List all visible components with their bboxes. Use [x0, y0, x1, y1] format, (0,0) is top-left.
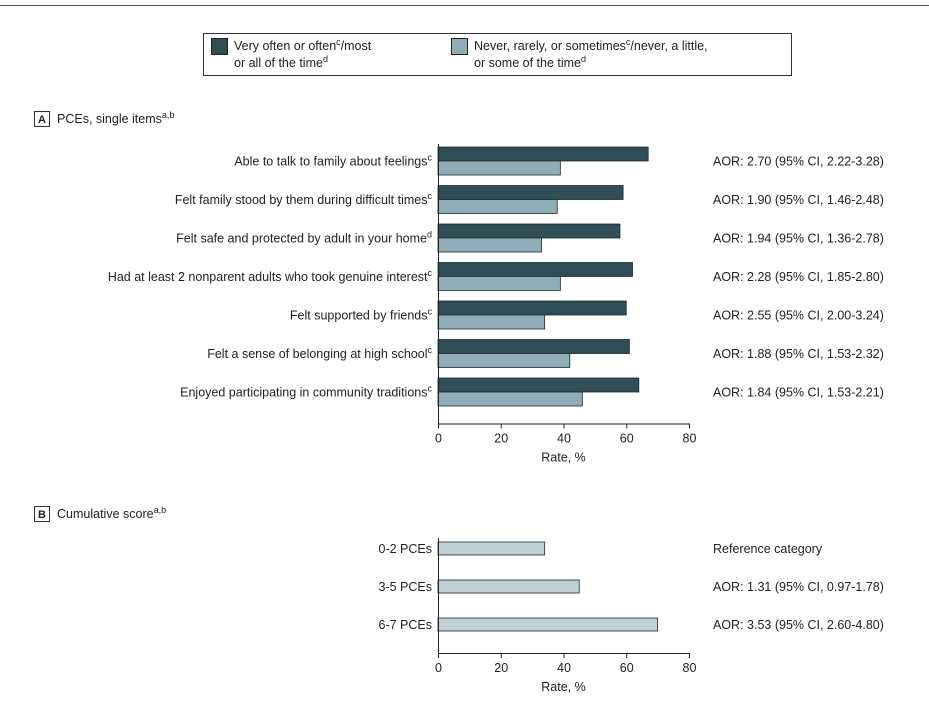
panel-b-title: Cumulative scorea,b: [57, 505, 166, 521]
x-tick-label-b-0: 0: [435, 661, 442, 675]
category-label-a-1: Felt family stood by them during difficu…: [175, 191, 433, 207]
bar-a-2-s0: [437, 223, 621, 239]
annotation-a-5: AOR: 1.88 (95% CI, 1.53-2.32): [713, 347, 884, 361]
legend-box: [203, 33, 792, 76]
x-tick-label-a-1: 20: [494, 432, 508, 446]
x-tick-label-a-0: 0: [435, 432, 442, 446]
legend-label-0-line2: or all of the timed: [234, 54, 328, 70]
bar-b-2-s0: [437, 617, 659, 632]
annotation-a-3: AOR: 2.28 (95% CI, 1.85-2.80): [713, 270, 884, 284]
annotation-a-2: AOR: 1.94 (95% CI, 1.36-2.78): [713, 232, 884, 246]
x-tick-label-b-2: 40: [557, 661, 571, 675]
panel-b-letter-box: [34, 506, 50, 522]
panel-a-title: PCEs, single itemsa,b: [57, 110, 174, 126]
panel-a-letter: A: [38, 114, 46, 126]
category-label-a-0: Able to talk to family about feelingsc: [234, 153, 432, 169]
annotation-a-0: AOR: 2.70 (95% CI, 2.22-3.28): [713, 155, 884, 169]
bar-a-3-s1: [437, 276, 561, 291]
bar-a-3-s0: [437, 262, 633, 277]
category-label-a-4: Felt supported by friendsc: [290, 307, 433, 323]
x-tick-label-a-3: 60: [620, 432, 634, 446]
x-axis-label-a: Rate, %: [541, 451, 585, 465]
legend-swatch-0: [211, 38, 228, 55]
bar-a-1-s0: [437, 185, 624, 200]
panel-a-letter-box: [34, 111, 50, 127]
annotation-a-1: AOR: 1.90 (95% CI, 1.46-2.48): [713, 193, 884, 207]
legend-label-1-line1: Never, rarely, or sometimesc/never, a li…: [474, 37, 708, 53]
bar-a-1-s1: [437, 199, 558, 214]
bar-a-4-s0: [437, 300, 627, 316]
annotation-b-1: AOR: 1.31 (95% CI, 0.97-1.78): [713, 580, 884, 594]
category-label-a-2: Felt safe and protected by adult in your…: [176, 230, 432, 246]
legend: Very often or oftenc/most or all of the …: [203, 33, 792, 76]
legend-label-1-line2: or some of the timed: [474, 54, 586, 70]
bar-b-1-s0: [437, 579, 580, 594]
annotation-b-2: AOR: 3.53 (95% CI, 2.60-4.80): [713, 618, 884, 632]
category-label-a-3: Had at least 2 nonparent adults who took…: [108, 268, 433, 284]
bar-a-6-s0: [437, 377, 640, 393]
legend-swatch-1: [451, 38, 468, 55]
panel-b-chart: 0-2 PCEs Reference category 3-5 PCEs AOR: 1…: [379, 538, 884, 694]
panel-b-header: B Cumulative scorea,b: [34, 505, 166, 522]
x-tick-label-a-4: 80: [683, 432, 697, 446]
category-label-b-0: 0-2 PCEs: [379, 542, 433, 556]
panel-a-header: A PCEs, single itemsa,b: [34, 110, 174, 127]
panel-b-letter: B: [38, 509, 46, 521]
x-tick-label-a-2: 40: [557, 432, 571, 446]
annotation-a-6: AOR: 1.84 (95% CI, 1.53-2.21): [713, 386, 884, 400]
bar-a-2-s1: [437, 237, 542, 253]
bar-a-0-s1: [437, 160, 561, 176]
legend-label-0-line1: Very often or oftenc/most: [234, 37, 372, 53]
category-label-b-2: 6-7 PCEs: [379, 618, 433, 632]
x-tick-label-b-1: 20: [494, 661, 508, 675]
annotation-b-0: Reference category: [713, 542, 823, 556]
bar-a-6-s1: [437, 391, 583, 407]
x-axis-label-b: Rate, %: [541, 680, 585, 694]
x-tick-label-b-3: 60: [620, 661, 634, 675]
bar-a-5-s1: [437, 353, 571, 368]
panel-a-chart: Able to talk to family about feelingsc AO…: [108, 144, 884, 465]
category-label-a-6: Enjoyed participating in community tradi…: [180, 384, 432, 400]
annotation-a-4: AOR: 2.55 (95% CI, 2.00-3.24): [713, 309, 884, 323]
category-label-a-5: Felt a sense of belonging at high school…: [207, 345, 432, 361]
x-tick-label-b-4: 80: [683, 661, 697, 675]
bar-a-4-s1: [437, 314, 546, 330]
category-label-b-1: 3-5 PCEs: [379, 580, 433, 594]
bar-a-0-s0: [437, 146, 649, 162]
bar-a-5-s0: [437, 339, 630, 354]
bar-b-0-s0: [437, 541, 546, 556]
